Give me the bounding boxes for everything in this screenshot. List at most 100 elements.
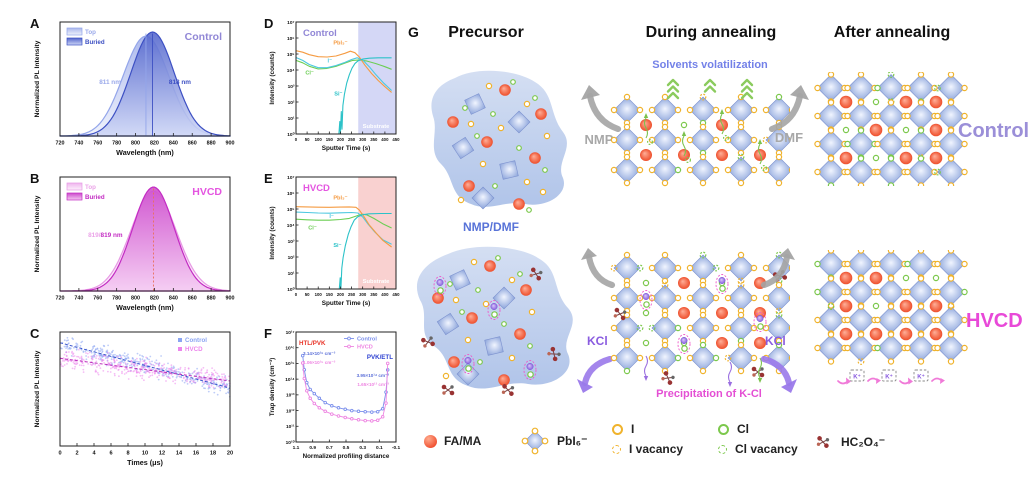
svg-text:10³: 10³ bbox=[288, 239, 295, 245]
svg-text:760: 760 bbox=[93, 141, 102, 147]
svg-text:811 nm: 811 nm bbox=[99, 79, 121, 86]
svg-text:10¹: 10¹ bbox=[288, 271, 295, 277]
precursor-blob-hvcd bbox=[416, 246, 573, 396]
svg-text:HVCD: HVCD bbox=[357, 345, 373, 351]
svg-text:740: 740 bbox=[74, 296, 83, 302]
panel-g-letter: G bbox=[408, 24, 419, 40]
svg-text:10¹⁷: 10¹⁷ bbox=[286, 330, 295, 336]
legend-label: FA/MA bbox=[444, 434, 482, 448]
svg-text:350: 350 bbox=[370, 137, 378, 142]
svg-text:10¹¹: 10¹¹ bbox=[286, 424, 295, 430]
svg-text:12: 12 bbox=[159, 451, 165, 457]
panel-c: C Control HVCD 0 2 4 6 8 10 12 14 16 18 20 Times (μs)… bbox=[30, 326, 238, 480]
svg-text:800: 800 bbox=[131, 141, 140, 147]
sims-control-chart: Cl⁻ I⁻ PbI₃⁻ Si⁻ Substrate Control 10⁰ 10¹ 10² 10… bbox=[269, 20, 400, 152]
svg-text:14: 14 bbox=[176, 451, 183, 457]
svg-text:10²: 10² bbox=[288, 100, 295, 106]
pbi6-octahedron-icon bbox=[521, 427, 549, 455]
dmf-escape-arrow bbox=[768, 85, 809, 132]
solvents-volatilization-label: Solvents volatilization bbox=[652, 59, 768, 71]
svg-text:Control: Control bbox=[185, 337, 207, 344]
svg-text:10⁰: 10⁰ bbox=[287, 132, 294, 138]
panel-f-letter: F bbox=[264, 326, 272, 341]
svg-text:760: 760 bbox=[93, 296, 102, 302]
svg-text:I⁻: I⁻ bbox=[329, 214, 334, 220]
svg-text:10⁶: 10⁶ bbox=[287, 36, 295, 42]
svg-text:20: 20 bbox=[227, 451, 233, 457]
svg-text:Normalized PL Intensity: Normalized PL Intensity bbox=[34, 350, 41, 427]
oxalate-molecule-icon bbox=[816, 436, 830, 448]
svg-text:Normalized PL Intensity: Normalized PL Intensity bbox=[34, 40, 41, 117]
sims-hvcd-chart: Cl⁻ I⁻ PbI₃⁻ Si⁻ Substrate HVCD 10⁰ 10¹ 10² 10³ 10… bbox=[269, 175, 400, 307]
schematic-legend: FA/MA PbI₆⁻ I I vacancy Cl bbox=[412, 418, 1024, 474]
svg-text:10⁷: 10⁷ bbox=[287, 175, 294, 181]
column-title-precursor: Precursor bbox=[448, 24, 524, 41]
legend-label: PbI₆⁻ bbox=[557, 434, 588, 448]
svg-text:10³: 10³ bbox=[288, 84, 295, 90]
trap-density-chart: Control HVCD HTL/PVK 3.14×10¹⁶ cm⁻³ 1.06×10¹… bbox=[269, 330, 400, 460]
lattice-during-control bbox=[610, 78, 790, 187]
svg-text:100: 100 bbox=[315, 292, 323, 297]
svg-text:Normalized PL Intensity: Normalized PL Intensity bbox=[34, 195, 41, 272]
legend-label: HC₂O₄⁻ bbox=[841, 435, 886, 449]
svg-text:0: 0 bbox=[295, 292, 298, 297]
svg-text:300: 300 bbox=[359, 137, 367, 142]
panel-a-letter: A bbox=[30, 16, 40, 31]
svg-text:820: 820 bbox=[150, 296, 159, 302]
svg-text:6: 6 bbox=[109, 451, 112, 457]
svg-text:10¹³: 10¹³ bbox=[286, 393, 295, 399]
svg-text:0: 0 bbox=[58, 451, 61, 457]
solvent-escape-arrow-right bbox=[760, 248, 795, 288]
svg-text:Control: Control bbox=[303, 28, 337, 39]
svg-text:0.9: 0.9 bbox=[309, 445, 316, 451]
svg-text:HVCD: HVCD bbox=[185, 346, 203, 353]
panel-b-letter: B bbox=[30, 171, 40, 186]
column-title-during-annealing: During annealing bbox=[645, 24, 777, 41]
svg-text:100: 100 bbox=[315, 137, 323, 142]
svg-text:1.65×10¹³ cm⁻³: 1.65×10¹³ cm⁻³ bbox=[357, 382, 389, 387]
legend-label: Cl bbox=[737, 422, 749, 436]
precursor-blob-control bbox=[431, 70, 567, 213]
svg-text:840: 840 bbox=[169, 296, 178, 302]
svg-text:4: 4 bbox=[92, 451, 96, 457]
svg-text:Sputter Time (s): Sputter Time (s) bbox=[322, 145, 371, 152]
svg-text:900: 900 bbox=[226, 296, 235, 302]
svg-text:10: 10 bbox=[142, 451, 148, 457]
svg-text:8: 8 bbox=[126, 451, 129, 457]
svg-text:Control: Control bbox=[185, 31, 222, 43]
panel-b: B 720 740 760 780 800 820 840 860 880 900 Waveleng… bbox=[30, 171, 238, 329]
svg-text:HTL/PVK: HTL/PVK bbox=[299, 340, 326, 347]
svg-text:I⁻: I⁻ bbox=[328, 58, 333, 64]
nmp-label: NMP bbox=[584, 132, 614, 147]
legend-item-pbi6: PbI₆⁻ bbox=[520, 426, 587, 456]
svg-text:800: 800 bbox=[131, 296, 140, 302]
chlorine-vacancy-icon bbox=[718, 444, 727, 454]
svg-text:400: 400 bbox=[381, 137, 389, 142]
svg-text:860: 860 bbox=[188, 296, 197, 302]
svg-text:K⁺: K⁺ bbox=[917, 374, 925, 381]
svg-text:10²: 10² bbox=[288, 255, 295, 261]
svg-text:1.06×10¹⁵ cm⁻³: 1.06×10¹⁵ cm⁻³ bbox=[303, 360, 336, 365]
legend-item-iodine: I I vacancy bbox=[612, 422, 683, 456]
svg-text:Cl⁻: Cl⁻ bbox=[305, 71, 314, 77]
kcl-precipitate-arrow-left bbox=[577, 356, 614, 393]
svg-text:10¹⁶: 10¹⁶ bbox=[285, 346, 294, 352]
svg-text:10¹: 10¹ bbox=[288, 116, 295, 122]
legend-item-fa-ma: FA/MA bbox=[424, 434, 481, 448]
svg-text:250: 250 bbox=[348, 137, 356, 142]
fa-ma-sphere-icon bbox=[424, 434, 437, 448]
svg-text:Wavelength (nm): Wavelength (nm) bbox=[116, 303, 174, 312]
svg-text:50: 50 bbox=[305, 137, 310, 142]
iodine-vacancy-icon bbox=[612, 444, 621, 454]
svg-text:Control: Control bbox=[357, 337, 377, 343]
svg-text:Trap density (cm⁻³): Trap density (cm⁻³) bbox=[269, 358, 276, 416]
legend-label: I bbox=[631, 422, 635, 436]
svg-text:880: 880 bbox=[207, 296, 216, 302]
svg-text:450: 450 bbox=[392, 292, 400, 297]
svg-text:840: 840 bbox=[169, 141, 178, 147]
svg-text:Substrate: Substrate bbox=[363, 124, 391, 130]
svg-text:10¹⁴: 10¹⁴ bbox=[285, 377, 295, 383]
column-title-after-annealing: After annealing bbox=[833, 24, 951, 41]
svg-text:PVK/ETL: PVK/ETL bbox=[367, 354, 393, 361]
